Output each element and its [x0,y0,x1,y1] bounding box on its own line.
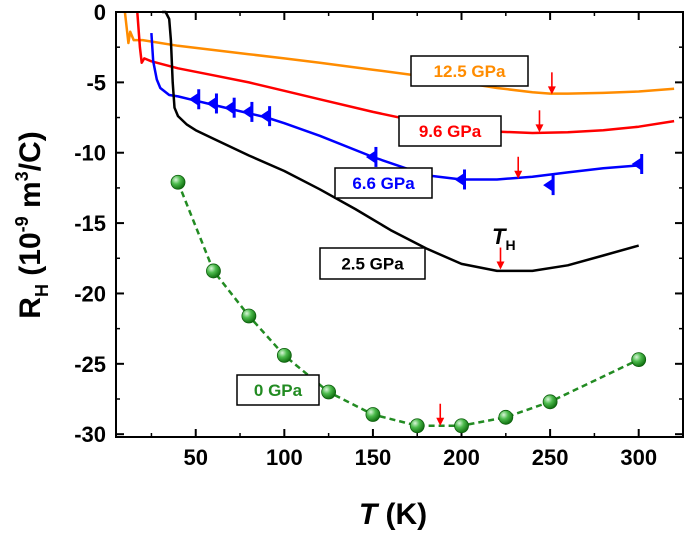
data-point-6-6gpa [259,110,269,123]
series-label-box [410,55,529,87]
x-tick-label: 100 [266,445,303,470]
series-line-12-5-gpa [123,11,675,95]
y-axis-title: RH (10-9 m3/C) [12,131,52,318]
th-arrow-head [535,124,544,133]
th-annotation: TH [492,224,516,253]
x-tick-labels: 50 100 150 200 250 300 [183,445,657,470]
data-point-6-6gpa [543,179,553,192]
x-tick-label: 250 [532,445,569,470]
data-point-0gpa [321,384,337,400]
data-point-6-6gpa [454,173,464,186]
series-label-box [236,374,320,406]
data-point-0gpa [206,263,221,279]
plot-area [115,10,684,438]
th-arrow-head [436,417,445,426]
x-tick-label: 300 [620,445,657,470]
y-tick-label: -15 [74,211,106,236]
data-point-0gpa [365,407,381,422]
y-tick-label: -10 [74,141,106,166]
y-tick-label: -30 [74,422,106,447]
th-arrow-head [514,170,523,179]
data-point-0gpa [498,409,514,425]
data-point-0gpa [409,418,425,434]
th-arrow-head [547,86,556,95]
data-point-0gpa [276,347,292,363]
series-line-9-6-gpa [136,11,675,135]
data-point-6-6gpa [631,157,641,170]
series-labels: 12.5 GPa 9.6 GPa 6.6 GPa 2.5 GPa 0 GPa [236,55,529,406]
data-point-6-6gpa [206,97,216,110]
y-tick-label: -25 [74,352,106,377]
series-label: 12.5 GPa [434,62,506,81]
series-label-box [334,167,433,199]
series-lines [123,10,675,427]
y-tick-label: -20 [74,281,106,306]
data-point-6-6gpa [224,101,234,114]
y-tick-label: 0 [94,0,106,25]
series-label-box [319,247,426,280]
y-tick-label: -5 [86,70,106,95]
th-arrow-head [496,261,505,270]
series-label: 2.5 GPa [341,255,404,274]
y-tick-labels: 0 -5 -10 -15 -20 -25 -30 [74,0,106,447]
data-point-0gpa [170,174,186,190]
plot-frame [115,11,684,438]
x-tick-label: 150 [355,445,392,470]
data-point-0gpa [542,394,558,410]
data-point-0gpa [454,418,469,434]
axis-ticks [116,11,683,437]
th-arrows [436,72,556,426]
data-point-6-6gpa [188,93,198,106]
data-point-6-6gpa [241,105,251,118]
data-point-0gpa [241,308,257,324]
x-tick-label: 200 [443,445,480,470]
series-label: 9.6 GPa [419,122,482,141]
series-label-box [398,115,502,147]
series-line-2-5-gpa [162,10,640,273]
series-label: 0 GPa [254,381,303,400]
series-markers [170,89,647,434]
series-line-6-6-gpa [150,33,639,181]
x-tick-label: 50 [183,445,207,470]
x-axis-title: T (K) [359,498,427,531]
data-point-6-6gpa [365,150,375,163]
data-point-0gpa [631,352,647,367]
series-label: 6.6 GPa [352,174,415,193]
